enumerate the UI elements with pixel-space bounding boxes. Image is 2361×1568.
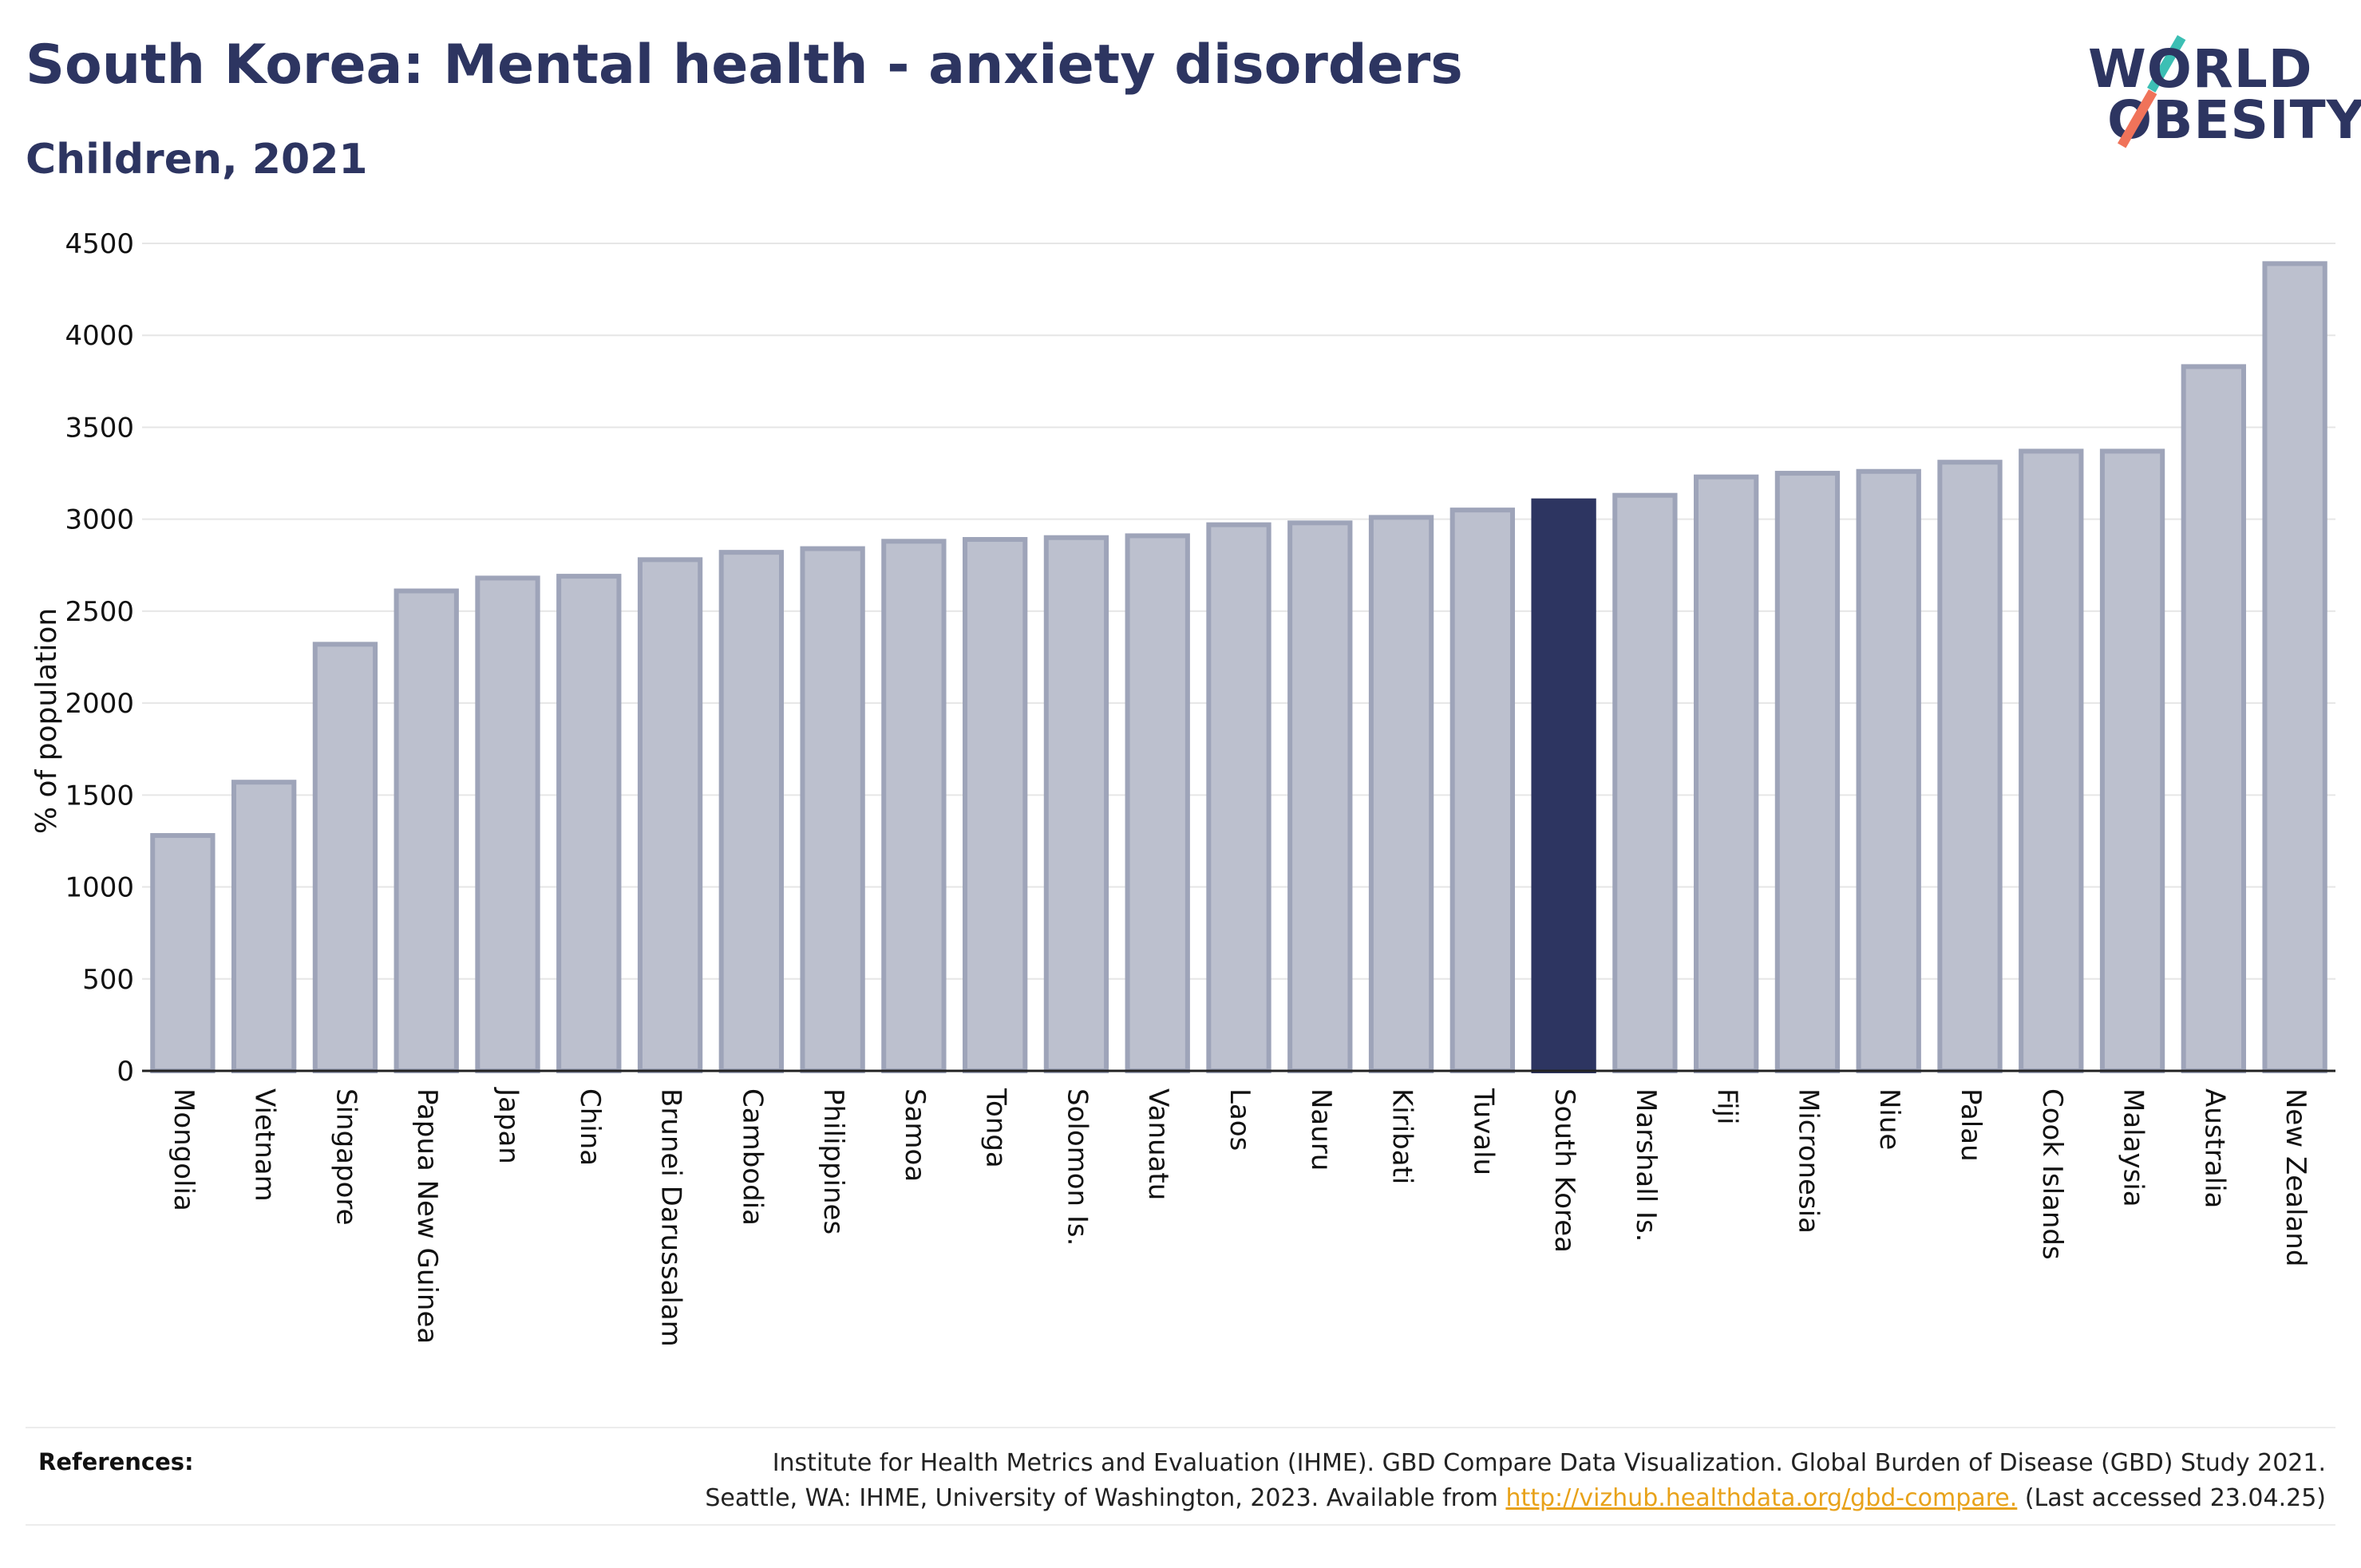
x-tick-label: Kiribati	[1386, 1088, 1418, 1184]
x-tick-label: Niue	[1873, 1088, 1905, 1150]
x-tick-label: Micronesia	[1792, 1088, 1824, 1234]
bar-philippines	[800, 546, 865, 1073]
x-tick-label: Laos	[1224, 1088, 1256, 1151]
x-tick-label: Solomon Is.	[1061, 1088, 1093, 1246]
bar-cook-islands	[2019, 448, 2084, 1073]
references-link[interactable]: http://vizhub.healthdata.org/gbd-compare…	[1505, 1484, 2018, 1512]
bar-mongolia	[150, 833, 216, 1074]
bar-china	[556, 574, 622, 1073]
bar-solomon-is	[1043, 535, 1109, 1073]
bar-tonga	[963, 537, 1028, 1073]
bar-marshall-is	[1612, 492, 1678, 1074]
bar-nauru	[1287, 520, 1353, 1073]
y-tick-label: 2500	[65, 596, 134, 628]
bar-vanuatu	[1125, 533, 1190, 1073]
y-tick-label: 3500	[65, 412, 134, 444]
bar-samoa	[881, 539, 947, 1073]
x-tick-label: South Korea	[1548, 1088, 1580, 1253]
references-line-2-suffix: (Last accessed 23.04.25)	[2017, 1484, 2326, 1512]
x-tick-label: Tuvalu	[1467, 1088, 1499, 1175]
bar-brunei-darussalam	[637, 557, 703, 1073]
bar-papua-new-guinea	[394, 588, 459, 1074]
bar-singapore	[312, 642, 378, 1073]
bar-kiribati	[1368, 515, 1434, 1073]
x-tick-label: Philippines	[817, 1088, 849, 1234]
bar-chart: 0 500 1000 1500 2000 2500 3000 3500 4000 4500 Mon…	[30, 228, 2335, 1347]
x-tick-label: Japan	[492, 1087, 524, 1164]
x-tick-label: China	[574, 1088, 606, 1166]
x-tick-label: Samoa	[899, 1088, 931, 1182]
x-tick-label: Marshall Is.	[1630, 1088, 1662, 1242]
references-top-divider	[26, 1427, 2335, 1428]
x-tick-label: Malaysia	[2118, 1088, 2149, 1207]
bar-laos	[1206, 522, 1271, 1073]
y-tick-label: 3000	[65, 504, 134, 536]
x-tick-label: Australia	[2198, 1088, 2230, 1208]
y-axis-ticks: 0 500 1000 1500 2000 2500 3000 3500 4000 4500	[65, 228, 134, 1088]
x-tick-label: Vanuatu	[1142, 1088, 1174, 1200]
y-tick-label: 1500	[65, 780, 134, 812]
references-line-1: Institute for Health Metrics and Evaluat…	[772, 1449, 2326, 1477]
y-axis-label: % of population	[30, 608, 63, 834]
x-axis-labels: Mongolia Vietnam Singapore Papua New Guinea…	[168, 1087, 2312, 1347]
bar-micronesia	[1774, 471, 1841, 1073]
references-line-2-prefix: Seattle, WA: IHME, University of Washing…	[705, 1484, 1506, 1512]
logo-text-world: WORLD	[2088, 38, 2313, 100]
bar-australia	[2181, 364, 2246, 1074]
bar-fiji	[1694, 474, 1759, 1074]
bar-cambodia	[718, 550, 784, 1073]
references-bottom-divider	[26, 1524, 2335, 1526]
chart-title: South Korea: Mental health - anxiety dis…	[26, 34, 1463, 97]
bar-vietnam	[231, 780, 297, 1073]
bar-south-korea	[1531, 498, 1596, 1074]
references-label: References:	[38, 1448, 194, 1475]
bar-malaysia	[2099, 448, 2165, 1073]
x-tick-label: Fiji	[1711, 1088, 1743, 1124]
x-tick-label: New Zealand	[2280, 1088, 2312, 1266]
y-tick-label: 4500	[65, 228, 134, 260]
x-tick-label: Cook Islands	[2036, 1088, 2068, 1260]
x-tick-label: Cambodia	[736, 1088, 768, 1226]
x-tick-label: Papua New Guinea	[411, 1088, 443, 1344]
references-line-2: Seattle, WA: IHME, University of Washing…	[705, 1481, 2326, 1516]
x-tick-label: Vietnam	[249, 1088, 281, 1202]
bar-new-zealand	[2262, 261, 2327, 1074]
x-tick-label: Tonga	[980, 1088, 1012, 1168]
x-tick-label: Nauru	[1305, 1088, 1337, 1171]
y-tick-label: 1000	[65, 872, 134, 904]
bar-japan	[475, 575, 540, 1073]
y-tick-label: 0	[117, 1056, 134, 1088]
bar-tuvalu	[1449, 508, 1515, 1073]
y-tick-label: 500	[82, 964, 134, 996]
references-text: Institute for Health Metrics and Evaluat…	[705, 1446, 2326, 1516]
x-tick-label: Palau	[1955, 1088, 1987, 1162]
chart-subtitle: Children, 2021	[26, 136, 368, 184]
x-tick-label: Mongolia	[168, 1088, 200, 1211]
y-tick-label: 4000	[65, 320, 134, 352]
x-tick-label: Singapore	[330, 1088, 362, 1226]
world-obesity-logo: WORLD OBESITY	[2075, 32, 2361, 168]
y-tick-label: 2000	[65, 688, 134, 720]
x-tick-label: Brunei Darussalam	[655, 1088, 687, 1347]
bar-palau	[1937, 460, 2003, 1073]
bars	[150, 261, 2327, 1074]
bar-niue	[1856, 468, 1921, 1073]
